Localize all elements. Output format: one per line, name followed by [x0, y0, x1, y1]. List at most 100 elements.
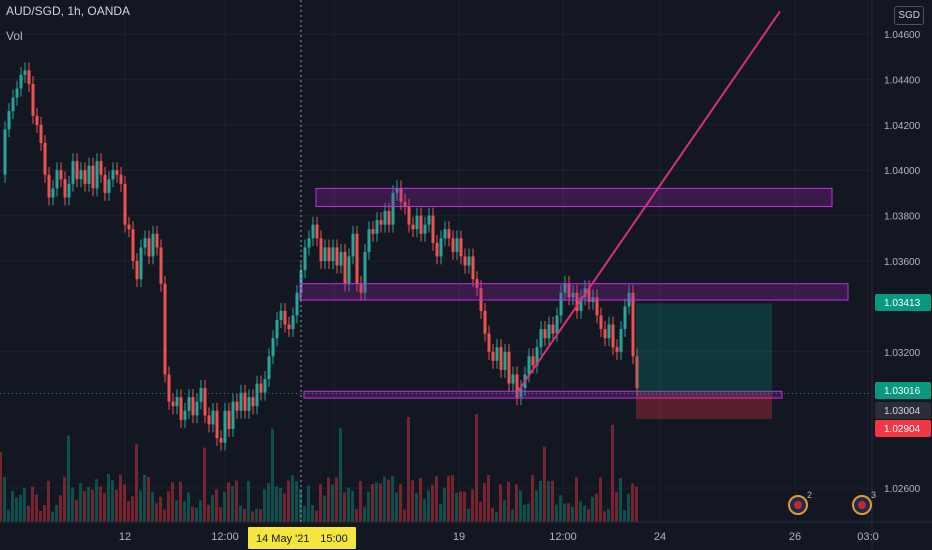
volume-bar [391, 476, 394, 522]
volume-bar [83, 490, 86, 522]
volume-bar [595, 493, 598, 522]
volume-bar [567, 503, 570, 522]
trendline[interactable] [517, 10, 781, 392]
volume-bar [531, 474, 534, 522]
volume-bar [43, 505, 46, 522]
volume-bar [191, 506, 194, 522]
candle-body [471, 256, 475, 280]
volume-bar [627, 493, 630, 522]
candle-body [571, 292, 575, 298]
volume-bar [151, 491, 154, 522]
volume-bar [619, 478, 622, 522]
candle-body [359, 283, 363, 293]
candle-body [407, 206, 411, 225]
position-stop-zone[interactable] [636, 393, 772, 419]
candle-body [611, 324, 615, 348]
candle-body [263, 379, 267, 393]
candle-body [551, 324, 555, 334]
candle-body [623, 306, 627, 330]
volume-bar [559, 495, 562, 522]
volume-bar [395, 492, 398, 522]
candle-body [31, 83, 35, 116]
candle-body [331, 247, 335, 261]
volume-bar [259, 509, 262, 522]
candle-body [291, 315, 295, 330]
candle-body [399, 188, 403, 202]
candle-body [211, 410, 215, 425]
volume-bar [355, 509, 358, 522]
volume-bar [407, 416, 410, 522]
candle-body [163, 283, 167, 375]
volume-bar [303, 506, 306, 522]
position-target-zone[interactable] [636, 303, 772, 394]
volume-bar [23, 488, 26, 522]
candle-body [619, 329, 623, 352]
volume-bar [371, 483, 374, 522]
volume-bar [359, 481, 362, 522]
price-axis[interactable] [872, 0, 932, 550]
candle-body [135, 261, 139, 280]
volume-bar [411, 480, 414, 522]
volume-bar [431, 484, 434, 522]
volume-bar [275, 486, 278, 522]
candle-body [39, 124, 43, 143]
candle-body [207, 415, 211, 425]
volume-bar [95, 479, 98, 522]
volume-bar [331, 484, 334, 522]
supply-demand-zone[interactable] [303, 390, 783, 399]
candle-body [271, 338, 275, 357]
candle-body [515, 374, 519, 398]
candle-body [63, 179, 67, 198]
volume-bar [231, 485, 234, 522]
volume-bar [67, 435, 70, 522]
candle-body [223, 410, 227, 443]
candle-body [387, 211, 391, 225]
event-flag-dot [794, 501, 802, 509]
volume-bar [287, 480, 290, 522]
volume-bar [455, 492, 458, 522]
price-label: 1.03004 [884, 406, 921, 417]
candle-body [511, 374, 515, 384]
volume-bar [55, 505, 58, 522]
volume-bar [427, 490, 430, 522]
volume-bar [471, 489, 474, 522]
candle-body [55, 170, 59, 189]
candle-body [323, 247, 327, 261]
supply-demand-zone[interactable] [299, 283, 849, 301]
volume-bar [583, 505, 586, 522]
candle-body [227, 410, 231, 429]
volume-bar [159, 496, 162, 522]
candle-body [47, 174, 51, 198]
currency-button[interactable]: SGD [894, 6, 924, 25]
candle-body [283, 310, 287, 325]
candle-body [615, 347, 619, 352]
volume-bar [487, 474, 490, 522]
candle-body [403, 201, 407, 207]
supply-demand-zone[interactable] [315, 187, 833, 208]
volume-bar [339, 428, 342, 522]
volume-bar [443, 487, 446, 522]
volume-bar [295, 481, 298, 522]
volume-bar [459, 491, 462, 522]
candle-body [43, 142, 47, 175]
candle-body [379, 220, 383, 225]
volume-bar [463, 491, 466, 522]
candle-body [575, 292, 579, 311]
volume-bar [527, 503, 530, 522]
candle-body [303, 247, 307, 271]
volume-bar [211, 495, 214, 522]
volume-bar [403, 509, 406, 522]
candle-body [635, 356, 639, 389]
volume-bar [491, 507, 494, 522]
volume-bar [319, 484, 322, 522]
candle-body [119, 174, 123, 184]
volume-bar [631, 483, 634, 522]
volume-bar [495, 511, 498, 522]
volume-bar [39, 510, 42, 522]
candle-body [187, 397, 191, 411]
candle-body [395, 188, 399, 193]
candle-body [535, 347, 539, 366]
candle-body [183, 410, 187, 420]
volume-bar [439, 504, 442, 522]
